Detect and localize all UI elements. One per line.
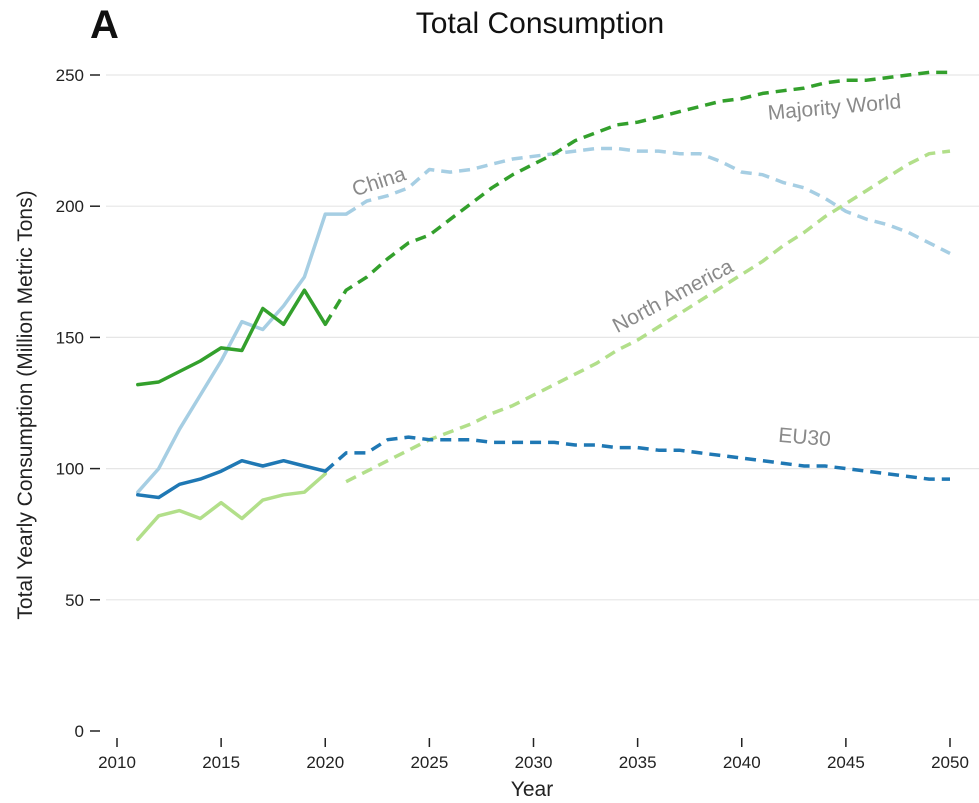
y-tick-label-150: 150 — [56, 328, 84, 347]
x-tick-label-2030: 2030 — [515, 753, 553, 772]
y-tick-label-200: 200 — [56, 197, 84, 216]
series-label-china: China — [349, 162, 409, 201]
x-tick-label-2025: 2025 — [410, 753, 448, 772]
series-label-majority-world: Majority World — [767, 90, 902, 125]
x-tick-label-2015: 2015 — [202, 753, 240, 772]
x-axis-label: Year — [511, 778, 553, 801]
x-tick-label-2035: 2035 — [619, 753, 657, 772]
y-axis: 0 50 100 150 200 250 — [56, 66, 100, 741]
y-tick-label-100: 100 — [56, 460, 84, 479]
x-axis: 2010 2015 2020 2025 2030 2035 2040 2045 2050 — [98, 738, 969, 772]
y-tick-label-0: 0 — [75, 722, 84, 741]
series-line-projected-eu30 — [324, 435, 950, 481]
series-label-eu30: EU30 — [777, 424, 831, 451]
series-label-north-america: North America — [609, 255, 738, 338]
series-line-projected-china — [345, 146, 951, 255]
gridlines — [106, 74, 979, 601]
x-tick-label-2045: 2045 — [827, 753, 865, 772]
series-line-historical-north-america — [136, 472, 328, 542]
chart-title: Total Consumption — [416, 7, 664, 40]
series-labels: China Majority World North America EU30 — [349, 90, 902, 451]
series-lines — [136, 70, 951, 542]
y-tick-label-50: 50 — [65, 591, 84, 610]
series-line-projected-majority-world — [323, 70, 950, 326]
series-line-historical-eu30 — [136, 458, 328, 500]
series-line-historical-china — [136, 212, 348, 494]
y-axis-label: Total Yearly Consumption (Million Metric… — [14, 190, 37, 619]
panel-letter: A — [90, 3, 119, 47]
series-line-projected-north-america — [345, 149, 951, 484]
series-line-historical-majority-world — [136, 288, 328, 387]
x-tick-label-2010: 2010 — [98, 753, 136, 772]
x-tick-label-2040: 2040 — [723, 753, 761, 772]
x-tick-label-2020: 2020 — [306, 753, 344, 772]
y-tick-label-250: 250 — [56, 66, 84, 85]
x-tick-label-2050: 2050 — [931, 753, 969, 772]
